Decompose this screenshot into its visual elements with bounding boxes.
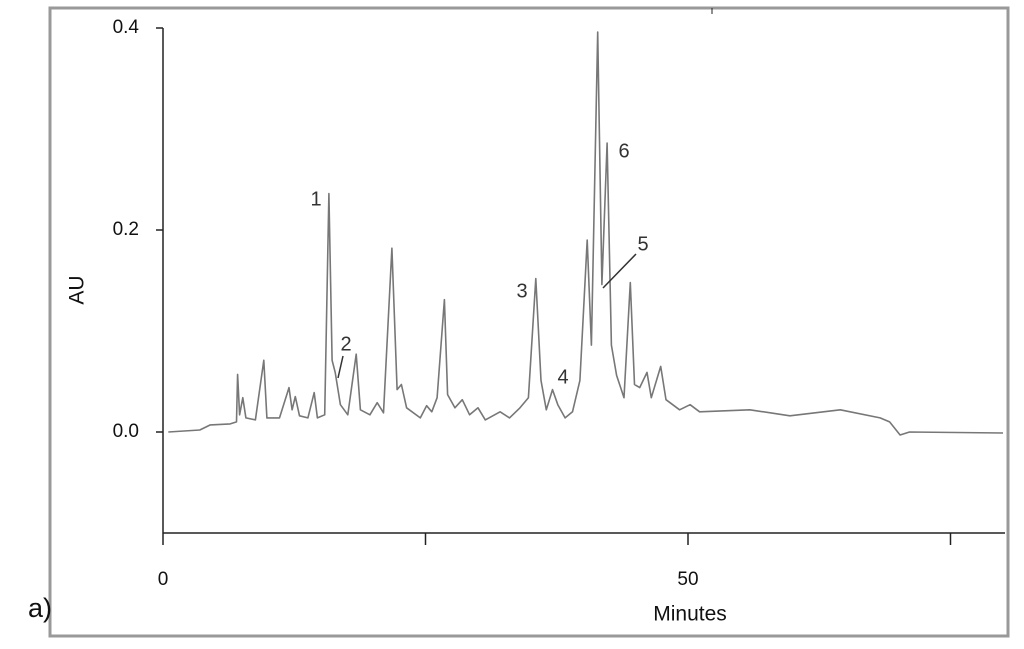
peak-label: 1 [310, 188, 321, 210]
panel-label: a) [28, 593, 52, 623]
y-tick-label: 0.2 [113, 219, 139, 240]
leader-line [337, 355, 344, 379]
leader-line [602, 253, 637, 289]
trace [168, 31, 1004, 436]
peak-label: 6 [618, 140, 629, 162]
y-axis-label: AU [66, 275, 89, 304]
x-axis-label: Minutes [653, 603, 727, 626]
x-tick-label: 50 [677, 569, 698, 590]
peak-label: 4 [557, 366, 568, 388]
peak-label: 3 [516, 280, 527, 302]
y-tick-label: 0.4 [113, 17, 140, 38]
peak-label: 2 [340, 333, 351, 355]
frame [48, 6, 1010, 638]
x-tick-label: 0 [158, 569, 169, 590]
peak-label: 5 [637, 233, 648, 255]
y-tick-label: 0.0 [113, 421, 139, 442]
